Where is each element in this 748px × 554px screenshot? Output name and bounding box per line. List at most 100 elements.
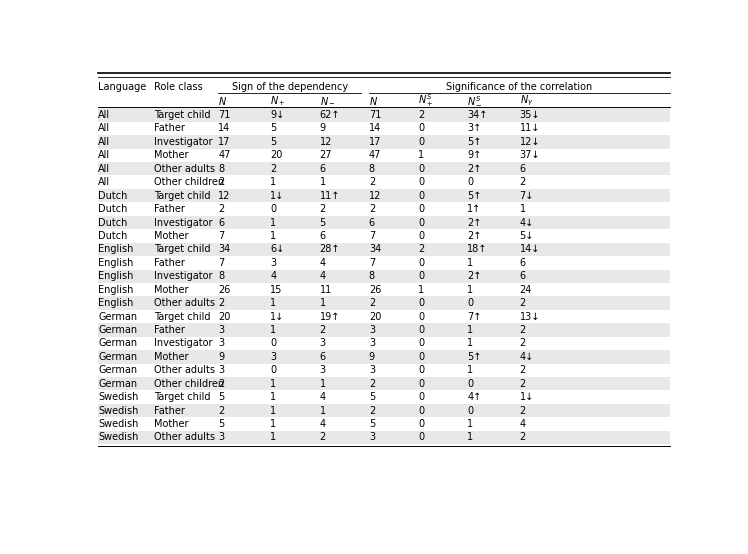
Text: 2: 2: [270, 164, 277, 174]
Text: 0: 0: [418, 258, 424, 268]
Text: 2: 2: [369, 177, 375, 187]
Text: 4: 4: [520, 419, 526, 429]
Text: Other adults: Other adults: [154, 365, 215, 375]
Text: 0: 0: [418, 177, 424, 187]
Text: 0: 0: [418, 271, 424, 281]
Text: 28↑: 28↑: [319, 244, 340, 254]
Text: 0: 0: [418, 164, 424, 174]
Text: 1↑: 1↑: [468, 204, 482, 214]
Text: $N_+^S$: $N_+^S$: [418, 92, 434, 109]
Text: Target child: Target child: [154, 191, 211, 201]
Text: 3: 3: [218, 325, 224, 335]
Text: Father: Father: [154, 406, 186, 416]
Text: 4: 4: [270, 271, 277, 281]
Text: Investigator: Investigator: [154, 218, 213, 228]
Text: Mother: Mother: [154, 285, 188, 295]
Text: 12: 12: [218, 191, 230, 201]
Text: 2: 2: [319, 433, 326, 443]
Text: 35↓: 35↓: [520, 110, 540, 120]
Text: 34: 34: [218, 244, 230, 254]
Text: 2: 2: [218, 298, 224, 308]
Text: 2: 2: [218, 406, 224, 416]
Text: 19↑: 19↑: [319, 311, 340, 321]
Text: Other adults: Other adults: [154, 164, 215, 174]
Text: 62↑: 62↑: [319, 110, 340, 120]
Text: 0: 0: [418, 365, 424, 375]
Text: All: All: [98, 110, 110, 120]
Text: Other children: Other children: [154, 379, 224, 389]
Text: 0: 0: [270, 365, 277, 375]
Text: English: English: [98, 285, 133, 295]
Text: 3: 3: [270, 352, 277, 362]
Text: 20: 20: [218, 311, 230, 321]
Text: 11↑: 11↑: [319, 191, 340, 201]
Text: 9: 9: [218, 352, 224, 362]
Text: 1: 1: [270, 231, 277, 241]
Text: 4: 4: [319, 392, 325, 402]
Text: 1: 1: [270, 433, 277, 443]
Text: 1: 1: [468, 325, 473, 335]
Bar: [98, 162, 670, 176]
Text: 5↑: 5↑: [468, 191, 482, 201]
Text: 3: 3: [270, 258, 277, 268]
Text: 2: 2: [520, 298, 526, 308]
Text: 1: 1: [468, 338, 473, 348]
Text: 2: 2: [520, 433, 526, 443]
Text: Investigator: Investigator: [154, 137, 213, 147]
Text: 6: 6: [520, 258, 526, 268]
Text: English: English: [98, 271, 133, 281]
Text: 18↑: 18↑: [468, 244, 488, 254]
Text: 12↓: 12↓: [520, 137, 540, 147]
Text: 7: 7: [218, 231, 224, 241]
Text: 0: 0: [418, 298, 424, 308]
Text: $N_-^S$: $N_-^S$: [468, 94, 483, 107]
Text: 0: 0: [418, 338, 424, 348]
Bar: [98, 189, 670, 202]
Text: 2↑: 2↑: [468, 271, 482, 281]
Text: 1: 1: [418, 285, 424, 295]
Text: 0: 0: [418, 311, 424, 321]
Text: 4: 4: [319, 271, 325, 281]
Text: 1: 1: [418, 150, 424, 160]
Text: 13↓: 13↓: [520, 311, 540, 321]
Text: 0: 0: [418, 124, 424, 134]
Text: 71: 71: [369, 110, 381, 120]
Text: German: German: [98, 365, 138, 375]
Text: 7: 7: [369, 231, 375, 241]
Text: 1: 1: [270, 379, 277, 389]
Text: 4: 4: [319, 258, 325, 268]
Text: 5: 5: [369, 392, 375, 402]
Text: 14↓: 14↓: [520, 244, 540, 254]
Text: 2↑: 2↑: [468, 231, 482, 241]
Text: 3: 3: [218, 365, 224, 375]
Text: 2: 2: [218, 379, 224, 389]
Text: 5: 5: [270, 137, 277, 147]
Text: All: All: [98, 177, 110, 187]
Text: 1: 1: [270, 218, 277, 228]
Bar: [98, 270, 670, 283]
Text: 8: 8: [218, 271, 224, 281]
Text: $N_\gamma$: $N_\gamma$: [520, 94, 533, 108]
Text: 47: 47: [369, 150, 381, 160]
Text: 9↑: 9↑: [468, 150, 482, 160]
Text: 4↑: 4↑: [468, 392, 482, 402]
Text: German: German: [98, 352, 138, 362]
Text: Sign of the dependency: Sign of the dependency: [232, 81, 348, 91]
Text: 0: 0: [270, 338, 277, 348]
Text: Dutch: Dutch: [98, 218, 127, 228]
Text: 27: 27: [319, 150, 332, 160]
Text: 1: 1: [319, 406, 325, 416]
Text: 8: 8: [369, 164, 375, 174]
Text: Target child: Target child: [154, 311, 211, 321]
Text: Role class: Role class: [154, 81, 203, 91]
Bar: [98, 243, 670, 256]
Text: Mother: Mother: [154, 352, 188, 362]
Text: 6: 6: [319, 231, 325, 241]
Bar: [98, 216, 670, 229]
Text: German: German: [98, 311, 138, 321]
Text: 5↓: 5↓: [520, 231, 534, 241]
Text: 7: 7: [369, 258, 375, 268]
Text: 1: 1: [270, 419, 277, 429]
Text: Mother: Mother: [154, 150, 188, 160]
Text: Swedish: Swedish: [98, 392, 138, 402]
